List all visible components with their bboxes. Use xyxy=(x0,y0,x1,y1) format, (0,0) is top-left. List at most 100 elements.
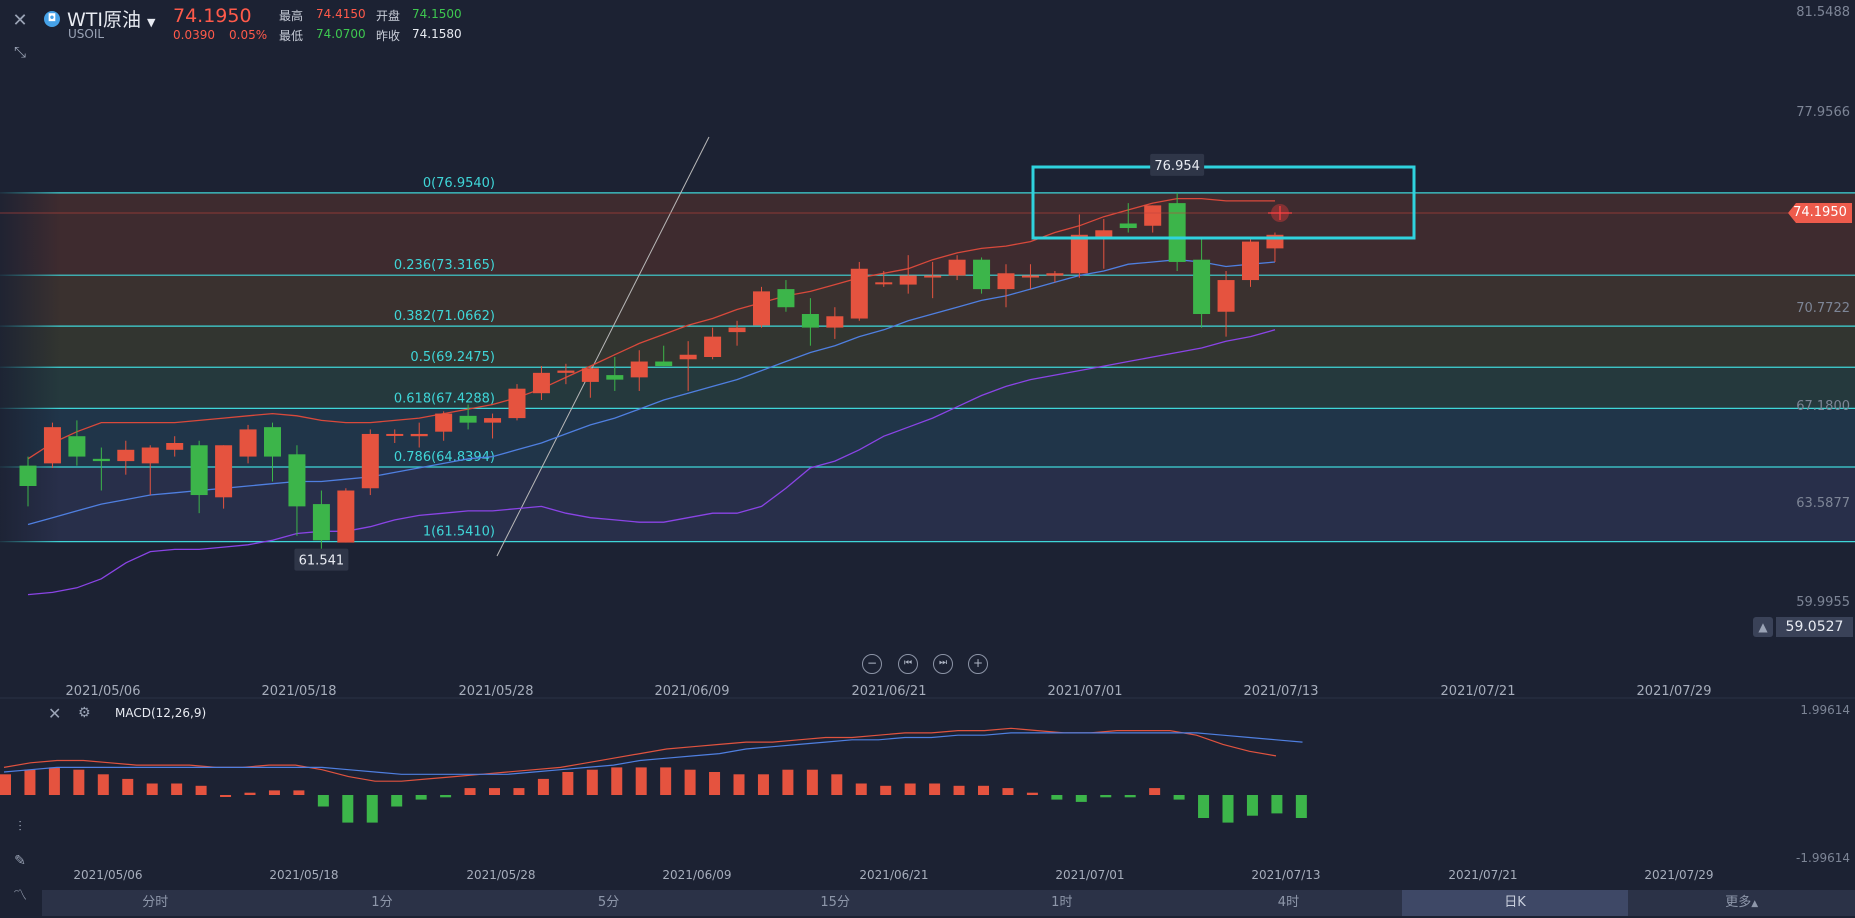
indicators-icon[interactable]: ⫶ xyxy=(18,819,22,835)
zoom-out-button[interactable]: − xyxy=(862,654,882,674)
tab-1hour[interactable]: 1时 xyxy=(1051,895,1073,910)
candle-body xyxy=(484,418,502,423)
price-axis-tick: 59.9955 xyxy=(1796,595,1850,610)
macd-histogram-bar xyxy=(806,769,818,795)
candle-body xyxy=(1070,234,1088,274)
lower-band-line xyxy=(27,329,1276,596)
macd-histogram-bar xyxy=(953,785,965,795)
candle-body xyxy=(1217,280,1235,312)
fibonacci-zones xyxy=(0,192,1855,542)
time-axis-tick: 2021/07/13 xyxy=(1251,868,1320,882)
prev-close-value: 74.1580 xyxy=(412,27,462,41)
time-axis-tick: 2021/06/21 xyxy=(852,684,927,699)
alert-price[interactable]: 59.0527 xyxy=(1776,617,1853,637)
candle-body xyxy=(1119,223,1137,229)
tab-fenshi[interactable]: 分时 xyxy=(142,895,169,910)
tab-more[interactable]: 更多▲ xyxy=(1725,895,1759,910)
forward-button[interactable]: ⏭ xyxy=(933,654,953,674)
macd-histogram-bar xyxy=(415,795,427,800)
tab-4hour[interactable]: 4时 xyxy=(1277,895,1300,910)
macd-axis-tick: 1.99614 xyxy=(1800,703,1850,717)
upper-band-line xyxy=(27,197,1275,460)
current-price-tag: 74.1950 xyxy=(1788,203,1852,223)
fib-zone xyxy=(0,467,1855,542)
fib-level-label: 1(61.5410) xyxy=(423,525,495,540)
macd-histogram-bar xyxy=(1100,795,1112,798)
macd-close-icon[interactable]: ✕ xyxy=(48,704,62,723)
macd-panel: 1.99614 -1.99614 xyxy=(0,703,1850,865)
price-axis-tick: 70.7722 xyxy=(1796,301,1850,316)
candle-body xyxy=(630,361,648,378)
time-axis-tick: 2021/05/28 xyxy=(459,684,534,699)
macd-histogram-bar xyxy=(537,778,549,795)
candle-body xyxy=(557,370,575,373)
macd-histogram-bar xyxy=(0,774,11,795)
trend-line[interactable] xyxy=(496,136,710,557)
chart-type-icon[interactable]: 〽 xyxy=(13,888,27,904)
price-axis-tick: 67.1800 xyxy=(1796,399,1850,414)
price-annotations: 76.954 61.541 xyxy=(294,153,1205,571)
macd-histogram-bar xyxy=(317,795,329,807)
candle-body xyxy=(459,415,477,423)
macd-histogram-bar xyxy=(1075,795,1087,802)
annotation-box xyxy=(294,548,349,571)
candle-body xyxy=(850,268,868,319)
annotation-box xyxy=(1150,153,1205,176)
macd-histogram-bar xyxy=(24,769,36,795)
tab-5min[interactable]: 5分 xyxy=(597,895,620,910)
macd-histogram-bar xyxy=(1026,792,1038,795)
tab-daily[interactable]: 日K xyxy=(1401,890,1629,916)
zoom-in-button[interactable]: + xyxy=(968,654,988,674)
macd-histogram-bar xyxy=(1271,795,1283,814)
open-value: 74.1500 xyxy=(412,7,462,21)
macd-histogram-bar xyxy=(464,788,476,795)
annotation-label: 76.954 xyxy=(1154,159,1200,174)
chevron-up-icon: ▲ xyxy=(1751,899,1759,909)
price-change-pct: 0.05% xyxy=(229,28,268,42)
candle-body xyxy=(288,454,306,507)
candle-body xyxy=(875,282,893,285)
time-axis-tick: 2021/05/28 xyxy=(466,868,535,882)
candle-body xyxy=(826,316,844,328)
low-label: 最低 xyxy=(279,29,304,43)
candle-body xyxy=(19,465,37,486)
prev-close-label: 昨收 xyxy=(376,29,401,43)
candle-body xyxy=(337,490,355,543)
macd-histogram-bar xyxy=(586,769,598,795)
macd-settings-icon[interactable]: ⚙ xyxy=(78,705,91,721)
macd-histogram-bar xyxy=(709,772,721,795)
rewind-button[interactable]: ⏮ xyxy=(898,654,918,674)
close-chart-button[interactable]: ✕ xyxy=(12,9,28,31)
tab-15min[interactable]: 15分 xyxy=(820,895,850,910)
macd-histogram-bar xyxy=(880,785,892,795)
draw-pen-icon[interactable]: ✎ xyxy=(14,853,26,869)
macd-histogram-bar xyxy=(562,772,574,795)
macd-dea-line xyxy=(3,732,1303,775)
candle-body xyxy=(997,273,1015,290)
candle-body xyxy=(166,442,184,450)
selection-rectangle[interactable] xyxy=(1031,165,1416,240)
macd-histogram-bar xyxy=(684,769,696,795)
time-axis-tick: 2021/06/09 xyxy=(662,868,731,882)
time-axis-tick: 2021/07/21 xyxy=(1441,684,1516,699)
expand-icon[interactable]: ⤡ xyxy=(13,43,26,61)
tab-1min[interactable]: 1分 xyxy=(371,895,393,910)
time-axis-tick: 2021/05/06 xyxy=(66,684,141,699)
fib-level-label: 0.786(64.8394) xyxy=(394,450,495,465)
time-axis-tick: 2021/05/06 xyxy=(73,868,142,882)
time-axis-tick: 2021/06/21 xyxy=(859,868,928,882)
fib-level-label: 0.236(73.3165) xyxy=(394,258,495,273)
candle-body xyxy=(777,289,795,308)
candle-body xyxy=(532,372,550,394)
macd-histogram-bar xyxy=(171,783,183,795)
time-axis-macd: 2021/05/06 2021/05/18 2021/05/28 2021/06/09… xyxy=(73,868,1713,882)
instrument-name[interactable]: WTI原油 ▼ xyxy=(67,9,156,31)
macd-histogram-bar xyxy=(293,790,305,795)
macd-histogram-bar xyxy=(195,785,207,795)
price-axis-tick: 81.5488 xyxy=(1796,5,1850,20)
alert-bell-icon[interactable]: ▲ xyxy=(1753,617,1773,637)
candle-body xyxy=(1168,203,1186,262)
candle-body xyxy=(1095,230,1113,238)
dropdown-icon[interactable]: ▼ xyxy=(147,16,156,29)
